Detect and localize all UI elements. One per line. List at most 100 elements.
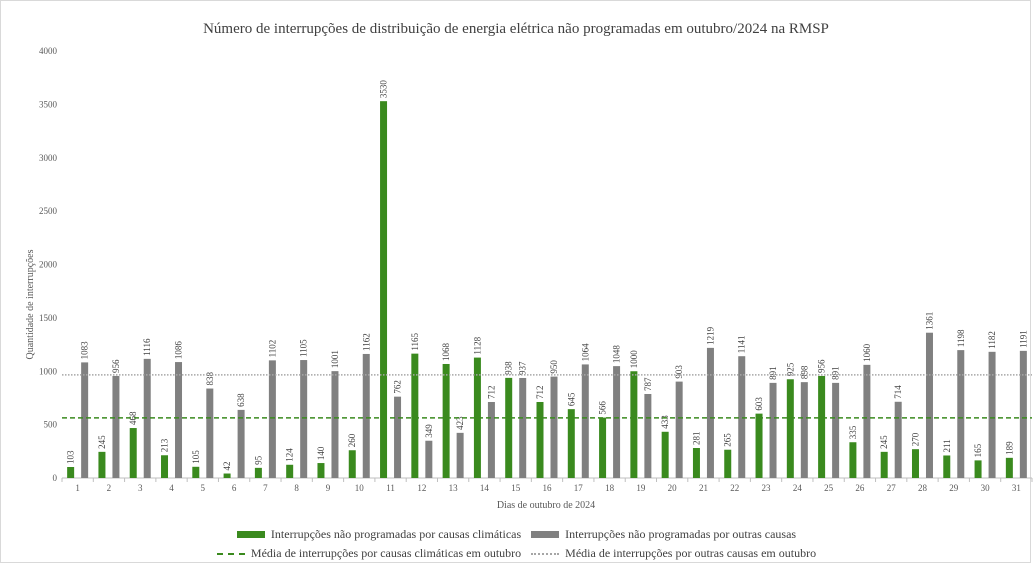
bar-climatic xyxy=(630,371,638,478)
bar-climatic xyxy=(223,473,231,478)
x-tick-label: 8 xyxy=(294,483,299,493)
x-tick-label: 27 xyxy=(887,483,897,493)
bar-other xyxy=(425,440,433,478)
y-tick-label: 1000 xyxy=(39,366,58,376)
bar-climatic xyxy=(880,451,888,478)
data-label-other: 349 xyxy=(424,424,434,438)
x-tick-label: 16 xyxy=(543,483,553,493)
legend-swatch-climatic xyxy=(236,531,265,538)
data-label-other: 1102 xyxy=(267,340,277,358)
data-label-climatic: 1068 xyxy=(441,342,451,361)
bar-other xyxy=(832,382,840,478)
y-axis-label: Quantidade de interrupções xyxy=(25,249,36,359)
legend-item-other: Interrupções não programadas por outras … xyxy=(531,527,796,542)
bar-other xyxy=(988,351,996,478)
data-label-climatic: 938 xyxy=(504,361,514,375)
y-tick-label: 3500 xyxy=(39,99,58,109)
x-tick-label: 17 xyxy=(574,483,584,493)
data-label-other: 898 xyxy=(799,365,809,379)
bar-climatic xyxy=(786,379,794,478)
data-label-other: 1219 xyxy=(705,326,715,345)
bar-climatic xyxy=(67,467,75,478)
data-label-climatic: 1165 xyxy=(410,332,420,350)
bar-other xyxy=(706,347,714,478)
bar-other xyxy=(519,377,527,478)
data-label-climatic: 1128 xyxy=(472,336,482,354)
data-label-climatic: 189 xyxy=(1004,441,1014,455)
data-label-other: 1001 xyxy=(330,350,340,368)
bar-other xyxy=(112,375,120,478)
bar-climatic xyxy=(755,413,763,478)
x-tick-label: 25 xyxy=(824,483,834,493)
bar-other xyxy=(81,362,89,478)
bar-climatic xyxy=(692,448,700,478)
x-tick-label: 21 xyxy=(699,483,708,493)
bar-other xyxy=(300,360,308,478)
bar-climatic xyxy=(818,375,826,478)
bar-climatic xyxy=(442,363,450,478)
bar-climatic xyxy=(599,417,607,478)
x-tick-label: 6 xyxy=(232,483,237,493)
data-label-other: 1086 xyxy=(174,341,184,360)
bar-climatic xyxy=(943,455,951,478)
data-label-other: 1083 xyxy=(80,341,90,360)
bar-other xyxy=(331,371,339,478)
bar-climatic xyxy=(161,455,169,478)
bar-climatic xyxy=(254,467,262,478)
bar-other xyxy=(738,356,746,478)
data-label-climatic: 645 xyxy=(566,392,576,406)
data-label-climatic: 260 xyxy=(347,433,357,447)
data-label-other: 1361 xyxy=(924,312,934,330)
data-label-climatic: 213 xyxy=(160,438,170,452)
y-tick-label: 2000 xyxy=(39,260,58,270)
bar-other xyxy=(206,388,214,478)
data-label-other: 937 xyxy=(518,361,528,375)
x-tick-label: 24 xyxy=(793,483,803,493)
bar-other xyxy=(581,364,589,478)
data-label-other: 1162 xyxy=(361,333,371,351)
x-tick-label: 9 xyxy=(326,483,331,493)
bar-other xyxy=(175,362,183,478)
bar-other xyxy=(894,401,902,478)
bar-other xyxy=(925,332,933,478)
bar-other xyxy=(613,366,621,478)
data-label-climatic: 1000 xyxy=(629,350,639,369)
bar-climatic xyxy=(286,464,294,478)
bar-other xyxy=(237,409,245,478)
bar-climatic xyxy=(411,353,419,478)
legend-label-other: Interrupções não programadas por outras … xyxy=(565,527,797,541)
data-label-other: 1141 xyxy=(737,336,747,354)
bar-climatic xyxy=(98,451,106,478)
x-tick-label: 30 xyxy=(981,483,991,493)
bar-climatic xyxy=(1005,457,1013,478)
legend-swatch-other-mean xyxy=(531,552,560,555)
data-label-climatic: 95 xyxy=(253,455,263,465)
x-tick-label: 3 xyxy=(138,483,143,493)
data-label-other: 712 xyxy=(486,385,496,399)
bar-other xyxy=(1019,350,1027,478)
data-label-other: 1116 xyxy=(142,338,152,356)
bar-other xyxy=(863,364,871,478)
data-label-other: 762 xyxy=(393,380,403,394)
data-label-climatic: 566 xyxy=(598,401,608,415)
data-label-climatic: 603 xyxy=(754,397,764,411)
bar-climatic xyxy=(317,463,325,478)
x-tick-label: 14 xyxy=(480,483,490,493)
legend-row-2: Média de interrupções por causas climáti… xyxy=(0,546,1033,561)
x-tick-label: 10 xyxy=(355,483,365,493)
bar-climatic xyxy=(129,428,137,478)
x-tick-label: 31 xyxy=(1012,483,1021,493)
data-label-other: 423 xyxy=(455,416,465,430)
data-label-other: 1064 xyxy=(580,343,590,362)
data-label-other: 1105 xyxy=(299,339,309,357)
data-label-other: 1182 xyxy=(987,331,997,349)
data-label-climatic: 124 xyxy=(285,448,295,462)
y-tick-label: 4000 xyxy=(39,46,58,56)
legend-swatch-climatic-mean xyxy=(216,552,245,555)
data-label-climatic: 245 xyxy=(879,435,889,449)
x-tick-label: 11 xyxy=(386,483,395,493)
legend-label-other-mean: Média de interrupções por outras causas … xyxy=(565,546,817,560)
bar-climatic xyxy=(348,450,356,478)
data-label-climatic: 3530 xyxy=(379,80,389,99)
data-label-climatic: 925 xyxy=(785,362,795,376)
